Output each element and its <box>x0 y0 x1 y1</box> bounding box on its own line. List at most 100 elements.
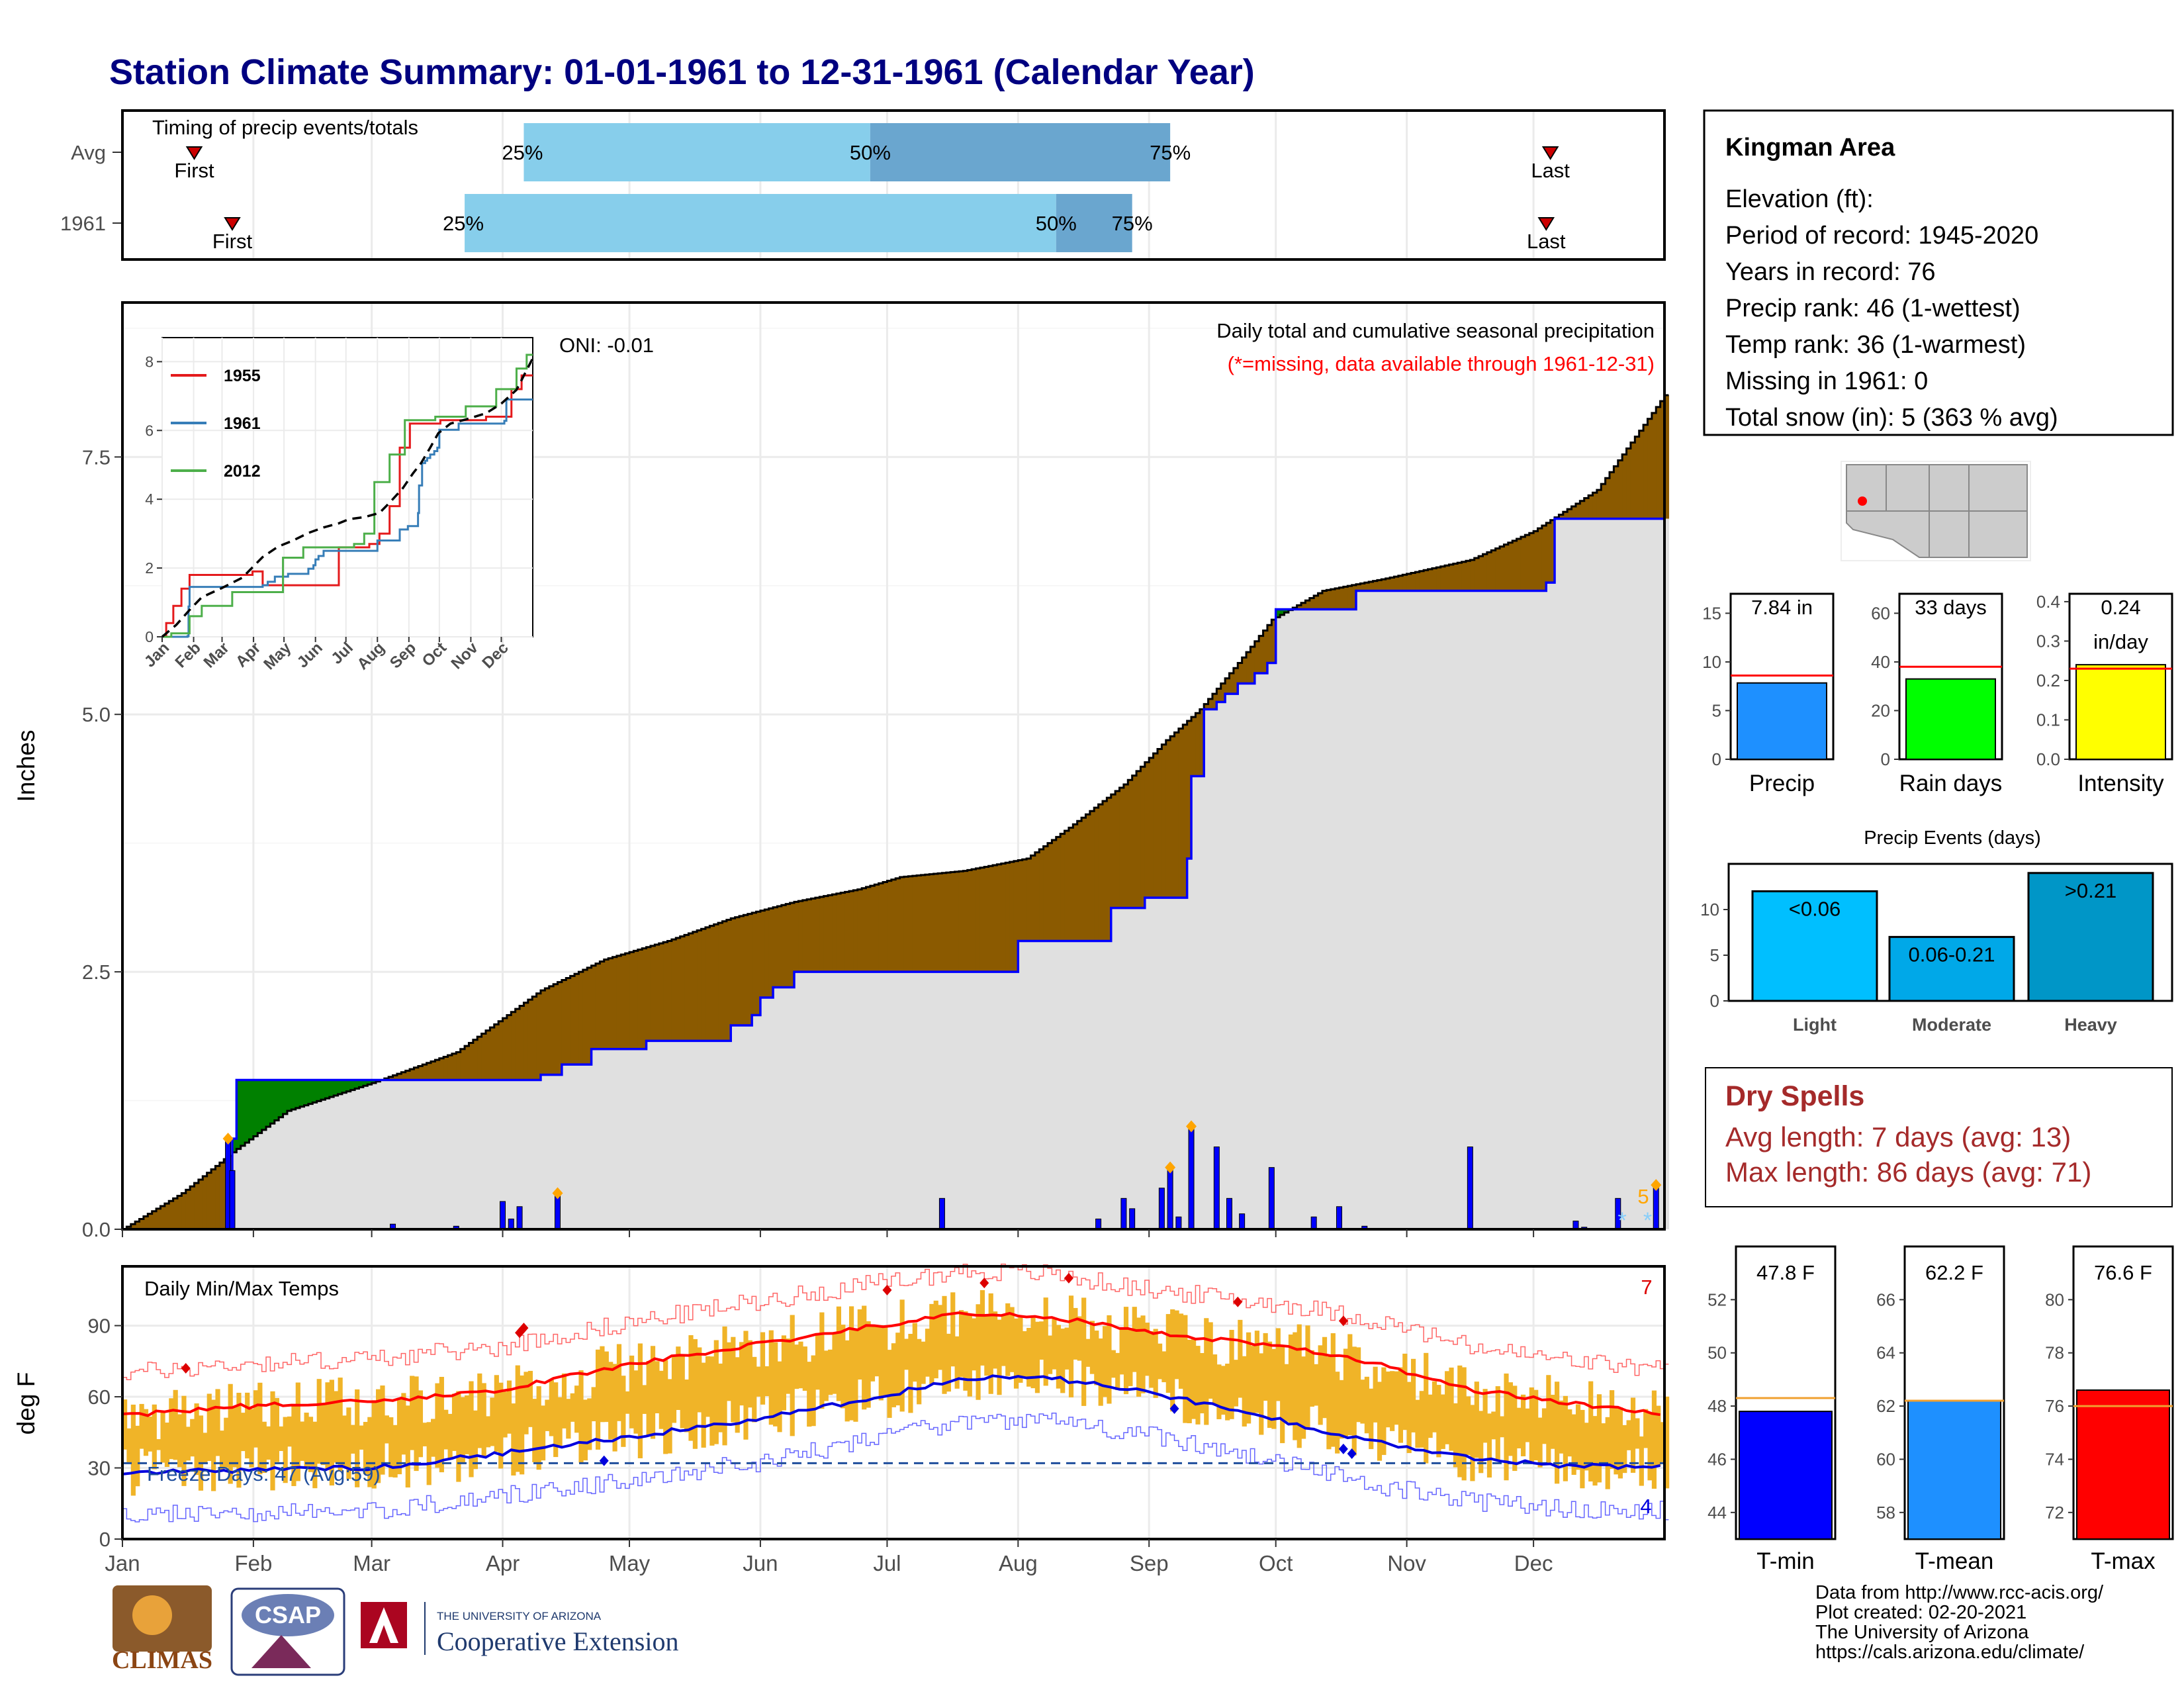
inset-y-tick: 8 <box>145 353 154 370</box>
base-area <box>1580 518 1585 1229</box>
base-area <box>392 1080 398 1229</box>
base-area <box>1043 941 1048 1229</box>
base-area <box>768 998 774 1229</box>
mini-tick-label: 0 <box>1712 749 1721 769</box>
daily-temp-bar <box>1111 1350 1116 1378</box>
base-area <box>655 1041 660 1229</box>
surplus-area <box>240 1080 246 1146</box>
deficit-area <box>1440 566 1445 591</box>
daily-temp-bar <box>832 1333 837 1394</box>
deficit-area <box>1474 557 1479 591</box>
mini-tick-label: 15 <box>1702 603 1721 623</box>
base-area <box>545 1074 550 1229</box>
base-area <box>836 972 841 1229</box>
base-area <box>287 1111 292 1229</box>
daily-temp-bar <box>380 1385 385 1475</box>
base-area <box>1584 518 1589 1229</box>
base-area <box>1630 518 1635 1229</box>
inset-y-tick: 6 <box>145 422 154 439</box>
surplus-area <box>367 1080 373 1085</box>
daily-temp-bar <box>1098 1338 1103 1406</box>
surplus-area <box>346 1080 351 1092</box>
daily-temp-bar <box>527 1370 533 1427</box>
daily-temp-bar <box>659 1370 664 1429</box>
mini-bar-label: T-mean <box>1915 1548 1994 1574</box>
base-area <box>676 1041 681 1229</box>
daily-temp-bar <box>1626 1420 1631 1450</box>
daily-temp-bar <box>392 1425 398 1478</box>
daily-temp-bar <box>917 1338 922 1405</box>
daily-temp-bar <box>972 1318 977 1371</box>
deficit-area <box>786 904 791 988</box>
base-area <box>878 972 884 1229</box>
deficit-area <box>1085 814 1091 941</box>
deficit-area <box>1326 590 1332 610</box>
daily-temp-bar <box>819 1312 825 1409</box>
daily-temp-bar <box>435 1383 440 1468</box>
daily-precip-bar <box>938 1197 945 1230</box>
daily-temp-bar <box>1474 1382 1479 1458</box>
deficit-area <box>1089 811 1095 941</box>
base-area <box>718 1041 723 1229</box>
base-area <box>1165 898 1171 1229</box>
location-map <box>1841 461 2031 561</box>
base-area <box>633 1049 639 1229</box>
daily-temp-bar <box>329 1380 334 1486</box>
base-area <box>1183 898 1188 1229</box>
daily-temp-bar <box>705 1356 711 1417</box>
station-line: Years in record: 76 <box>1725 258 1936 286</box>
deficit-area <box>870 886 875 972</box>
base-area <box>1128 908 1133 1229</box>
base-area <box>388 1080 394 1229</box>
deficit-area <box>570 976 575 1065</box>
deficit-area <box>177 1196 182 1229</box>
daily-temp-bar <box>1406 1382 1412 1454</box>
deficit-area <box>938 873 943 972</box>
deficit-area <box>1183 724 1188 898</box>
daily-temp-bar <box>735 1357 740 1433</box>
mini-tick-label: 72 <box>2045 1503 2064 1523</box>
base-area <box>1479 590 1484 1229</box>
deficit-area <box>773 907 778 988</box>
surplus-area <box>295 1080 300 1108</box>
event-bar-label: 0.06-0.21 <box>1909 943 1995 966</box>
deficit-area <box>1571 506 1576 519</box>
deficit-area <box>1373 581 1378 591</box>
base-area <box>1516 590 1522 1229</box>
deficit-area <box>899 877 905 972</box>
daily-temp-bar <box>160 1411 165 1463</box>
daily-temp-bar <box>422 1423 428 1446</box>
deficit-area <box>836 893 841 972</box>
daily-temp-bar <box>566 1399 571 1439</box>
base-area <box>1233 694 1238 1229</box>
daily-temp-bar <box>621 1376 626 1447</box>
base-area <box>862 972 867 1229</box>
deficit-area <box>410 1069 415 1080</box>
deficit-area <box>642 948 647 1049</box>
deficit-area <box>646 947 651 1041</box>
daily-temp-bar <box>976 1304 981 1400</box>
deficit-area <box>169 1201 174 1229</box>
daily-temp-bar <box>963 1311 968 1391</box>
deficit-area <box>1622 454 1627 519</box>
mini-tick-label: 58 <box>1876 1503 1895 1523</box>
record-low-count: 4 <box>1640 1495 1651 1518</box>
base-area <box>1491 590 1496 1229</box>
daily-temp-bar <box>1651 1390 1657 1489</box>
daily-temp-bar <box>950 1292 956 1367</box>
base-area <box>410 1080 415 1229</box>
deficit-area <box>135 1221 140 1229</box>
pct50-label: 50% <box>850 141 891 164</box>
daily-temp-bar <box>709 1356 715 1446</box>
daily-temp-bar <box>1520 1394 1526 1456</box>
surplus-area <box>304 1080 309 1105</box>
first-marker-icon <box>185 146 203 160</box>
deficit-area <box>701 929 706 1041</box>
base-area <box>1263 673 1268 1229</box>
base-area <box>426 1080 432 1229</box>
daily-temp-bar <box>798 1341 803 1389</box>
deficit-area <box>506 1015 512 1080</box>
precip-frame <box>121 301 1666 1231</box>
daily-temp-bar <box>1212 1354 1218 1405</box>
dry-title: Dry Spells <box>1725 1080 1864 1112</box>
